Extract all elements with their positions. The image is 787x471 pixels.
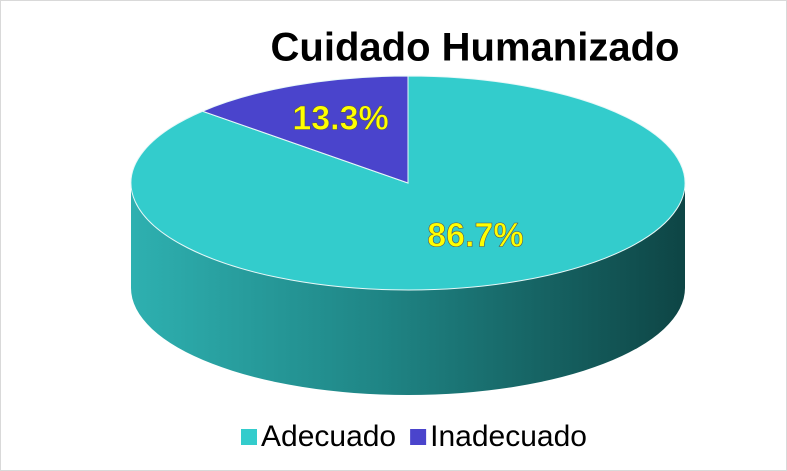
pie-side: [131, 183, 685, 395]
data-label: 86.7%: [427, 217, 523, 255]
chart-title: Cuidado Humanizado: [271, 26, 680, 70]
pie-slice: [201, 75, 409, 184]
data-label: 13.3%: [292, 99, 388, 137]
legend-swatch: [241, 429, 257, 445]
legend-label: Adecuado: [261, 420, 396, 453]
legend-swatch: [410, 429, 427, 445]
legend-label: Inadecuado: [430, 420, 587, 453]
